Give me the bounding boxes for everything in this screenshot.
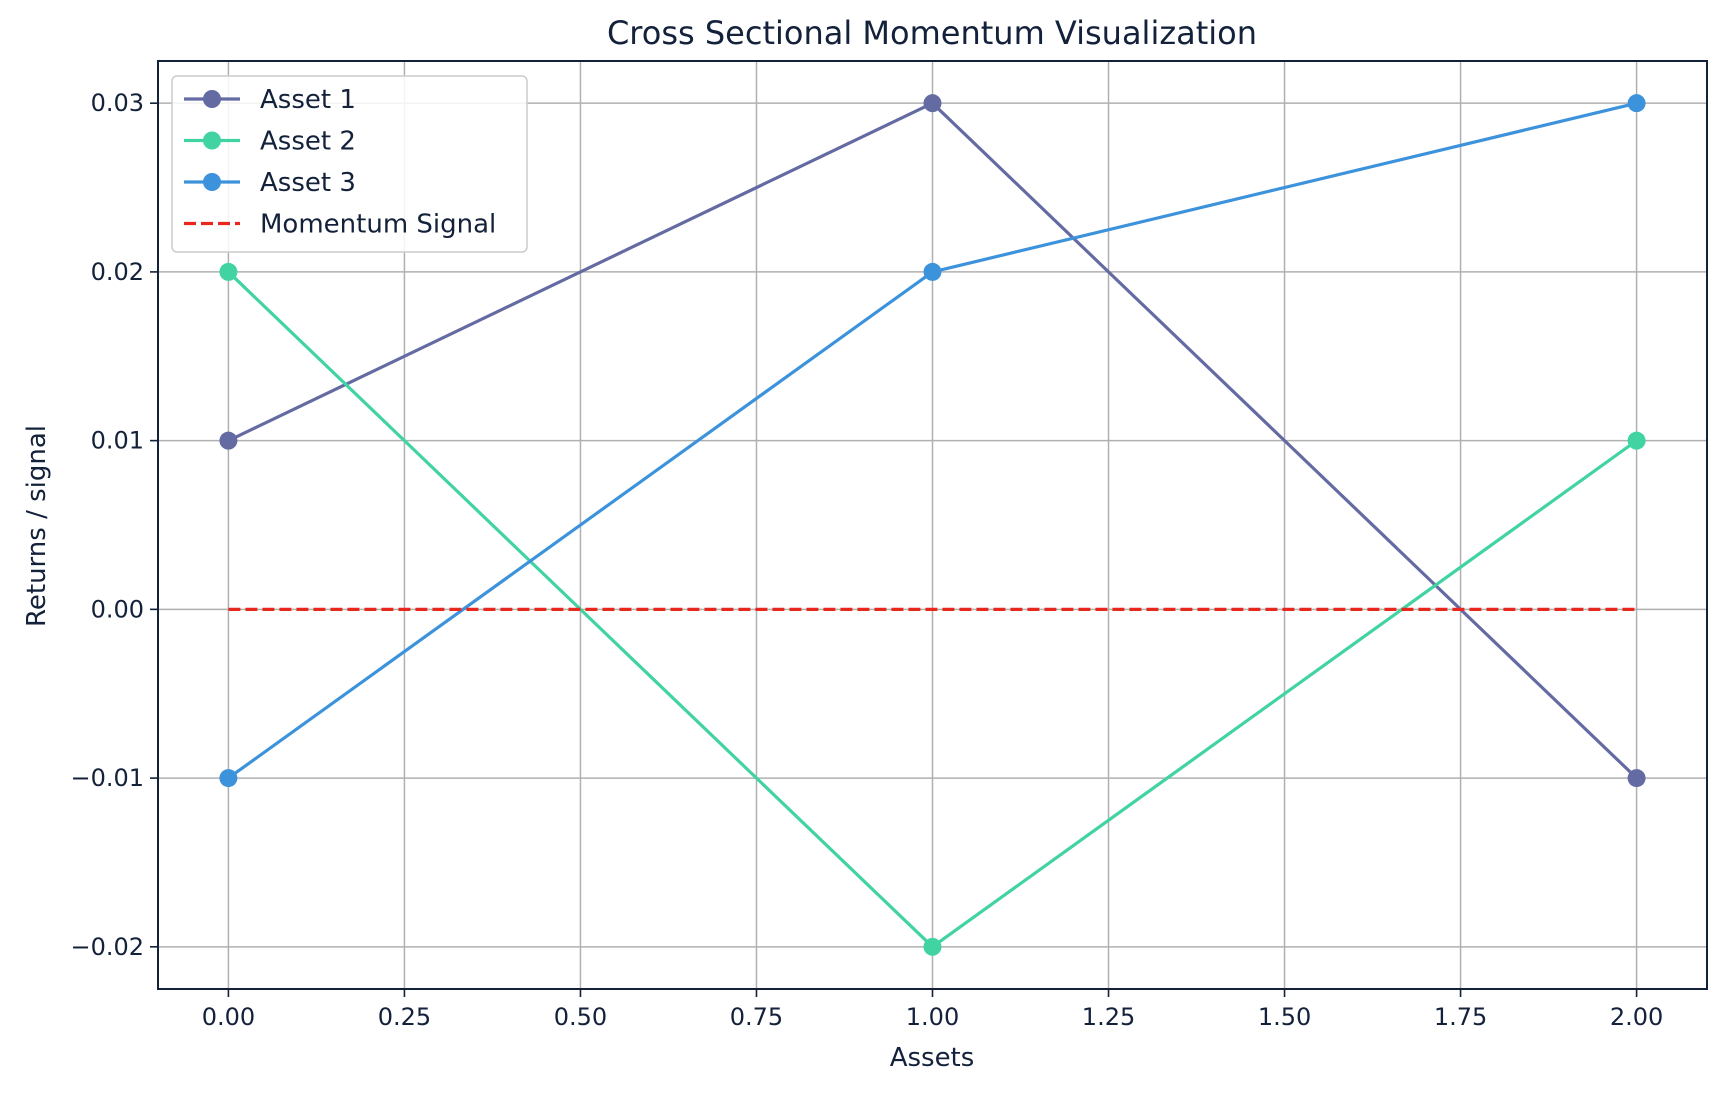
legend-label-2: Asset 2 [260, 127, 356, 157]
legend-swatch-marker-2 [203, 131, 221, 150]
x-tick-label-6: 1.50 [1258, 1003, 1311, 1031]
legend-label-3: Asset 3 [260, 168, 356, 198]
series-2-point-0 [219, 262, 238, 281]
y-tick-label-1: −0.01 [70, 764, 144, 792]
y-tick-label-3: 0.01 [91, 427, 144, 455]
series-lines [219, 94, 1646, 956]
series-3-point-0 [219, 769, 238, 788]
series-1-point-2 [1627, 769, 1646, 788]
legend-box [171, 75, 528, 253]
series-2-point-1 [923, 937, 942, 956]
legend-swatch-marker-1 [203, 90, 221, 108]
legend-items: Asset 1 Asset 2 Asset 3 Momentum Signal [184, 85, 496, 240]
y-tick-label-4: 0.02 [91, 258, 144, 286]
series-1-point-1 [923, 94, 942, 113]
x-tick-label-2: 0.50 [554, 1003, 607, 1031]
legend-label-1: Asset 1 [260, 85, 356, 115]
x-tick-label-8: 2.00 [1610, 1003, 1663, 1031]
y-tick-label-2: 0.00 [91, 595, 144, 623]
x-axis-label: Assets [890, 1043, 975, 1073]
x-tick-label-1: 0.25 [378, 1003, 431, 1031]
x-tick-label-7: 1.75 [1434, 1003, 1487, 1031]
tick-labels: 0.00 0.25 0.50 0.75 1.00 1.25 1.50 1.75 2.00 −0.0… [70, 89, 1663, 1031]
series-3-point-2 [1627, 94, 1646, 113]
axes [150, 60, 1708, 997]
series-2-point-2 [1627, 431, 1646, 450]
series-1-point-0 [219, 431, 238, 450]
legend-label-4: Momentum Signal [260, 210, 496, 240]
series-3-point-1 [923, 262, 942, 281]
x-tick-label-4: 1.00 [906, 1003, 959, 1031]
y-axis-label: Returns / signal [22, 425, 52, 627]
x-tick-label-0: 0.00 [202, 1003, 255, 1031]
legend-swatch-marker-3 [203, 173, 221, 191]
x-tick-label-5: 1.25 [1082, 1003, 1135, 1031]
chart-title: Cross Sectional Momentum Visualization [607, 14, 1257, 52]
x-tick-label-3: 0.75 [730, 1003, 783, 1031]
legend: Asset 1 Asset 2 Asset 3 Momentum Signal [171, 75, 528, 253]
y-tick-label-0: −0.02 [70, 933, 144, 961]
y-tick-label-5: 0.03 [91, 89, 144, 117]
